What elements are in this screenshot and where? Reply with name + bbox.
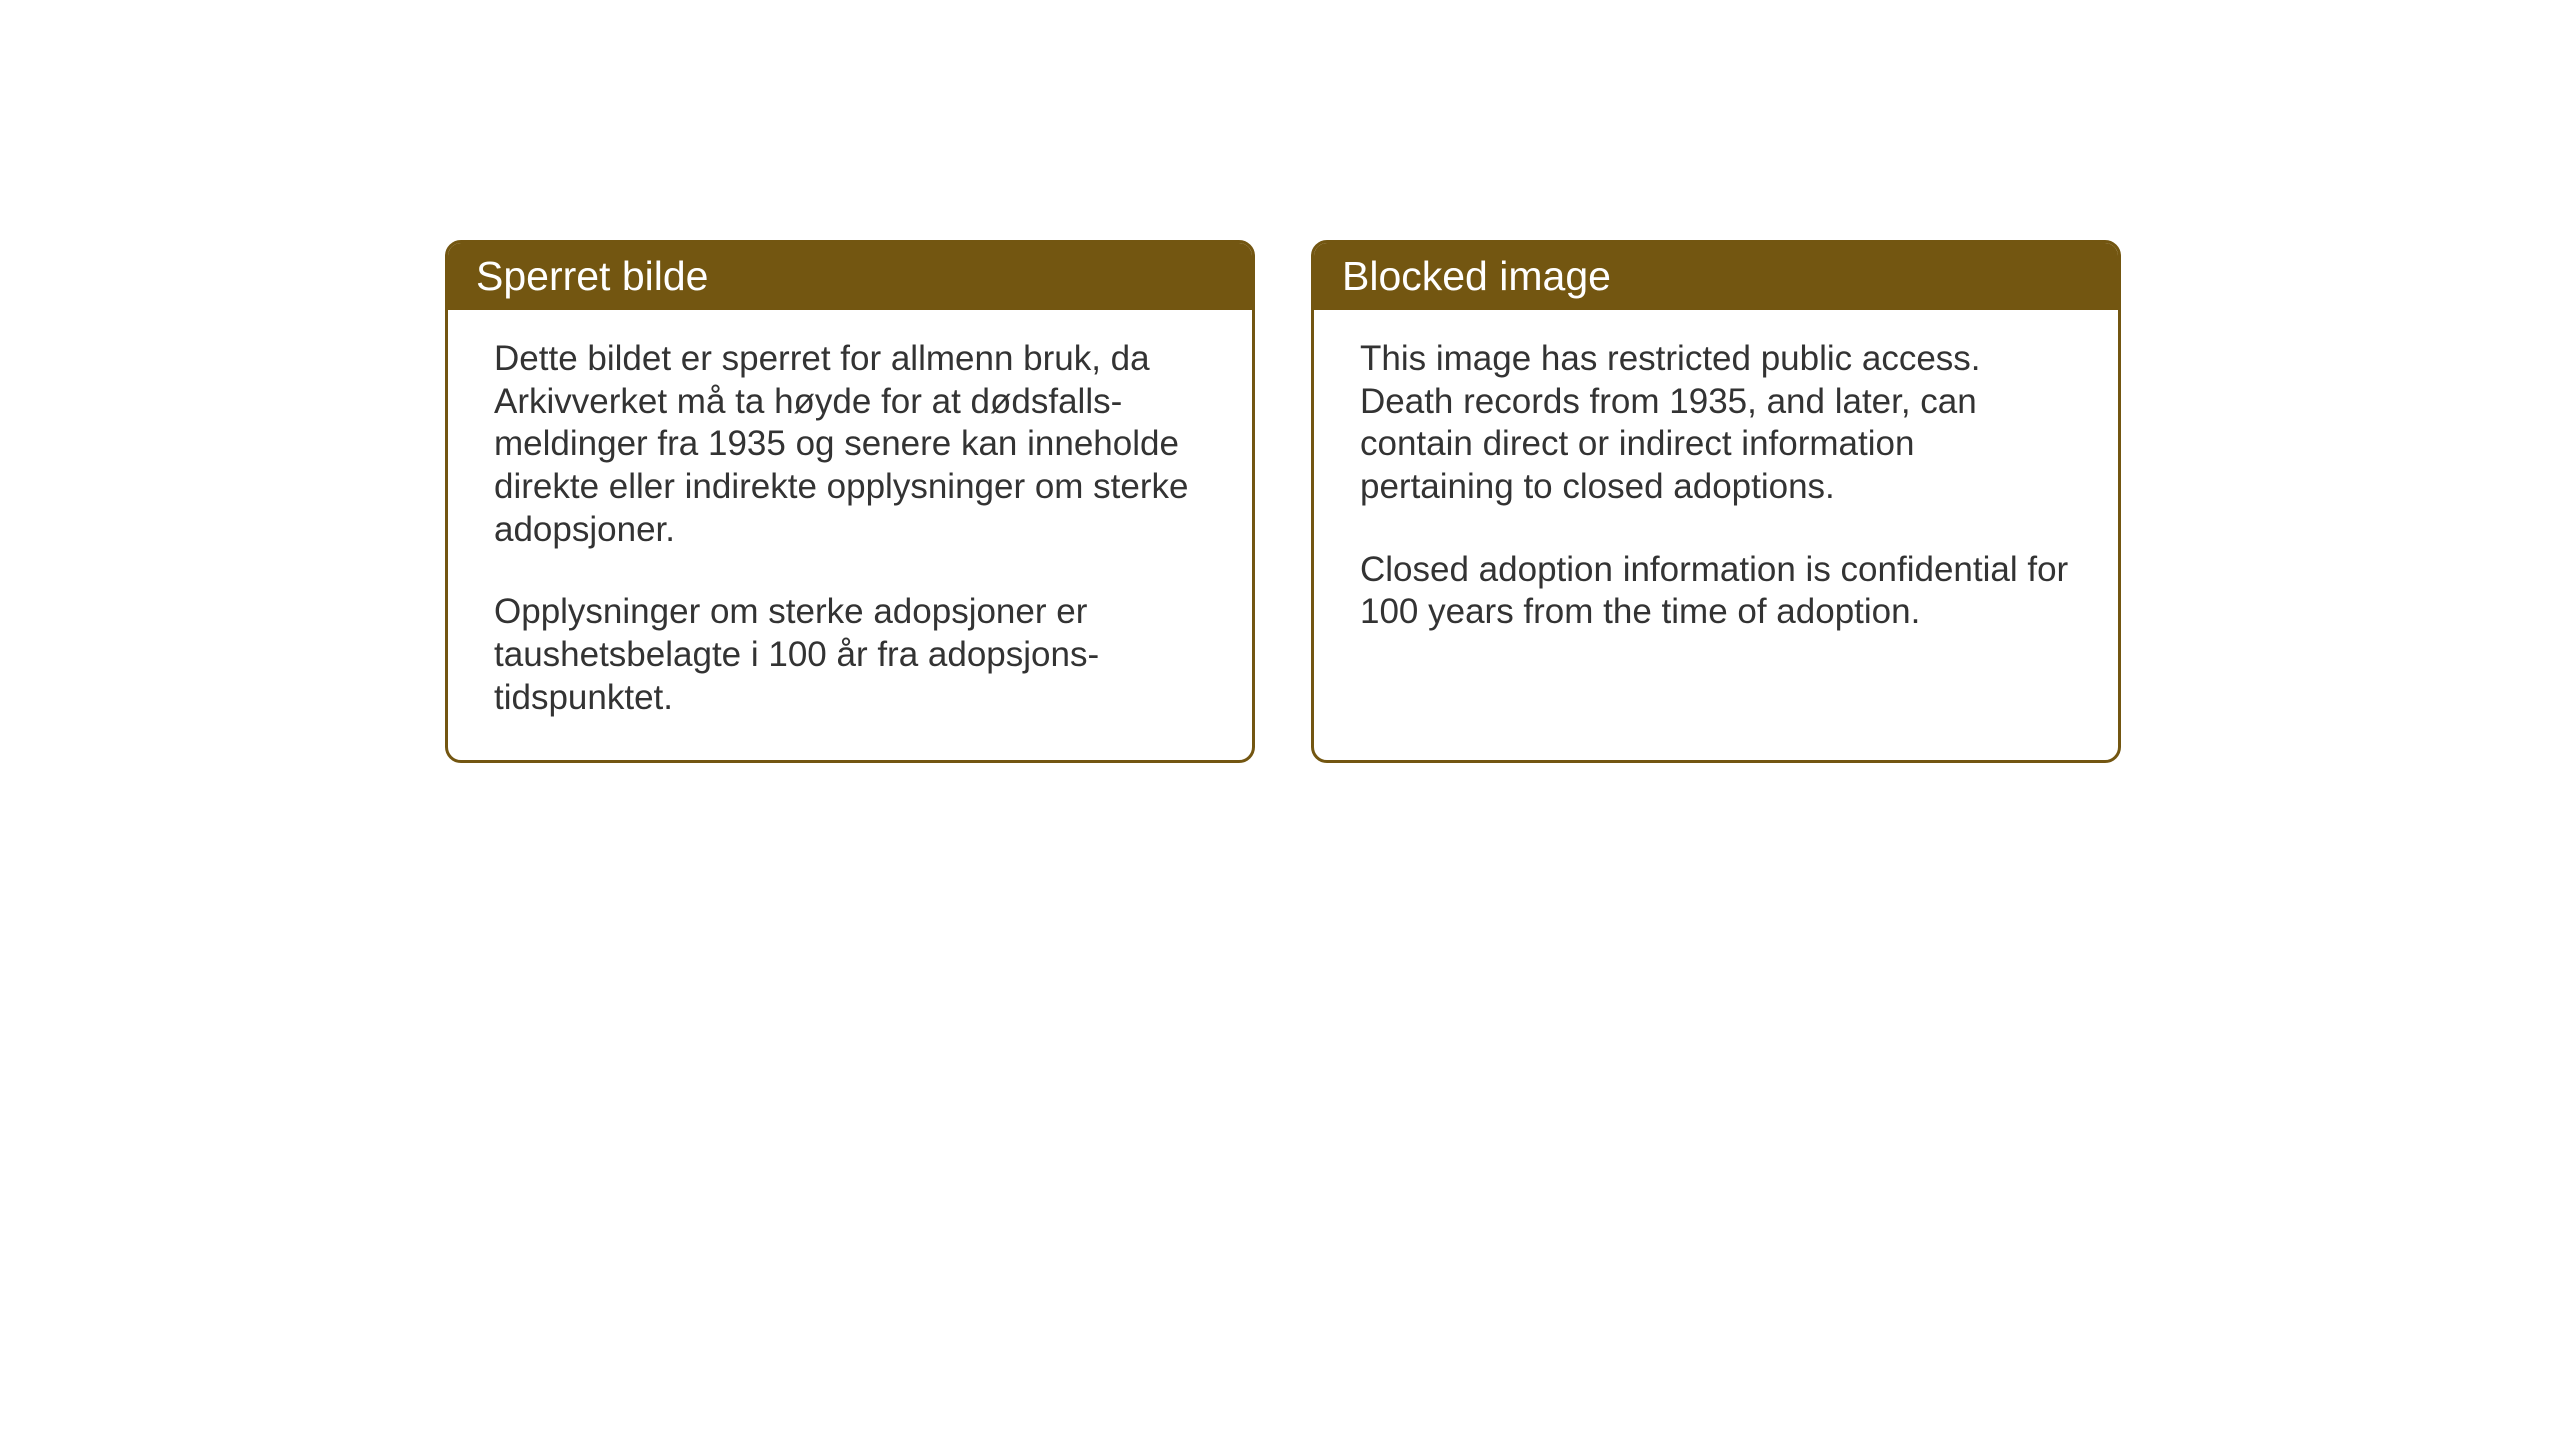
card-header-norwegian: Sperret bilde — [448, 243, 1252, 310]
card-paragraph2-norwegian: Opplysninger om sterke adopsjoner er tau… — [494, 591, 1206, 719]
card-paragraph1-norwegian: Dette bildet er sperret for allmenn bruk… — [494, 338, 1206, 551]
card-paragraph1-english: This image has restricted public access.… — [1360, 338, 2072, 509]
card-english: Blocked image This image has restricted … — [1311, 240, 2121, 763]
card-header-english: Blocked image — [1314, 243, 2118, 310]
card-body-english: This image has restricted public access.… — [1314, 310, 2118, 674]
card-title-norwegian: Sperret bilde — [476, 253, 708, 299]
card-title-english: Blocked image — [1342, 253, 1611, 299]
card-norwegian: Sperret bilde Dette bildet er sperret fo… — [445, 240, 1255, 763]
card-body-norwegian: Dette bildet er sperret for allmenn bruk… — [448, 310, 1252, 760]
cards-container: Sperret bilde Dette bildet er sperret fo… — [445, 240, 2121, 763]
card-paragraph2-english: Closed adoption information is confident… — [1360, 549, 2072, 634]
